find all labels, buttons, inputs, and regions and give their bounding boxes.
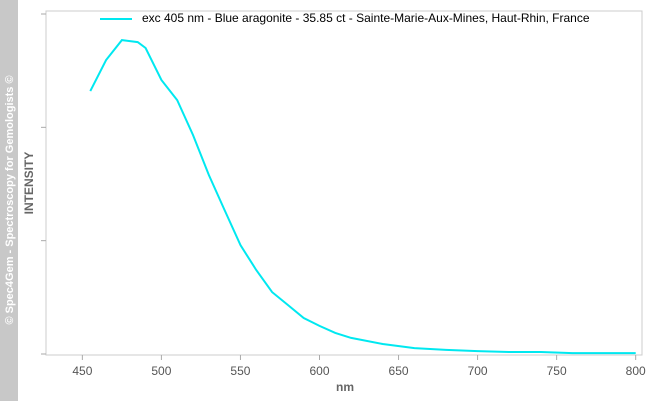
plot-frame — [45, 10, 643, 356]
y-axis-label: INTENSITY — [22, 152, 36, 215]
x-axis-label: nm — [336, 380, 354, 394]
x-tick-label: 750 — [547, 364, 567, 378]
data-line — [89, 39, 636, 355]
x-tick-label: 450 — [72, 364, 92, 378]
x-tick-label: 500 — [151, 364, 171, 378]
side-strip — [0, 0, 18, 401]
x-tick-label: 800 — [626, 364, 646, 378]
x-tick-label: 600 — [309, 364, 329, 378]
x-tick-label: 550 — [230, 364, 250, 378]
x-tick-label: 700 — [468, 364, 488, 378]
x-tick-label: 650 — [389, 364, 409, 378]
watermark: © Spec4Gem - Spectroscopy for Gemologist… — [4, 75, 16, 324]
legend-label: exc 405 nm - Blue aragonite - 35.85 ct -… — [142, 11, 590, 25]
